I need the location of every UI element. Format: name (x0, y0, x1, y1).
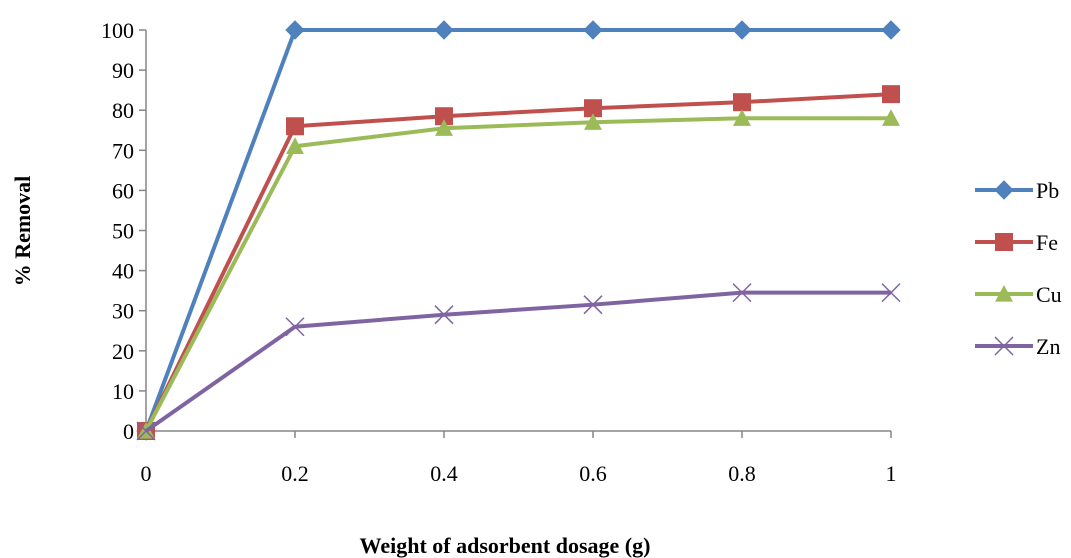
x-tick-label: 0.2 (281, 461, 309, 486)
data-point-cu (286, 137, 304, 154)
y-tick-label: 50 (112, 219, 134, 244)
data-point-zn (881, 283, 901, 303)
series-cu (137, 109, 900, 439)
y-tick-label: 10 (112, 379, 134, 404)
y-tick-label: 70 (112, 138, 134, 163)
y-tick-label: 80 (112, 98, 134, 123)
data-point-pb (434, 20, 454, 40)
data-point-pb (583, 20, 603, 40)
legend-marker-fe (995, 233, 1013, 251)
data-point-cu (733, 109, 751, 126)
data-point-fe (286, 117, 304, 136)
x-axis-ticks: 0 0.2 0.4 0.6 0.8 1 (141, 431, 897, 486)
data-point-zn (732, 283, 752, 303)
series-line-zn (144, 290, 891, 433)
legend-label-cu: Cu (1036, 282, 1062, 307)
data-point-fe (435, 107, 453, 126)
legend-item-cu: Cu (975, 282, 1062, 307)
data-point-cu (435, 119, 453, 136)
legend-label-fe: Fe (1036, 230, 1058, 255)
series-fe (137, 85, 900, 440)
series-line-cu (144, 116, 891, 432)
data-point-pb (732, 20, 752, 40)
legend-item-fe: Fe (975, 230, 1058, 255)
data-point-zn (434, 305, 454, 325)
data-point-fe (882, 85, 900, 104)
series-layer (136, 20, 901, 441)
y-axis-title: % Removal (10, 176, 35, 287)
legend-item-zn: Zn (975, 334, 1060, 359)
legend-label-pb: Pb (1036, 178, 1059, 203)
legend-marker-pb (994, 180, 1014, 200)
legend-marker-cu (995, 285, 1013, 302)
data-point-pb (285, 20, 305, 40)
y-axis-ticks: 0 10 20 30 40 50 60 70 80 90 100 (101, 18, 146, 444)
data-point-cu (882, 109, 900, 126)
legend-item-pb: Pb (975, 178, 1059, 203)
y-tick-label: 20 (112, 339, 134, 364)
series-line-fe (144, 92, 892, 432)
data-point-fe (584, 99, 602, 118)
data-point-zn (583, 295, 603, 315)
data-point-zn (136, 421, 156, 441)
legend: Pb Fe Cu Zn (975, 178, 1062, 359)
y-tick-label: 40 (112, 259, 134, 284)
data-point-zn (285, 317, 305, 337)
data-point-fe (733, 93, 751, 112)
y-tick-label: 0 (123, 419, 134, 444)
x-tick-label: 0.4 (430, 461, 458, 486)
y-tick-label: 100 (101, 18, 134, 43)
x-tick-label: 0 (141, 461, 152, 486)
x-tick-label: 0.6 (579, 461, 607, 486)
data-point-pb (881, 20, 901, 40)
y-tick-label: 30 (112, 299, 134, 324)
data-point-cu (584, 113, 602, 130)
x-tick-label: 0.8 (728, 461, 756, 486)
series-line-pb (144, 28, 891, 432)
legend-marker-zn (994, 336, 1014, 356)
y-tick-label: 60 (112, 178, 134, 203)
axes (145, 30, 891, 432)
y-tick-label: 90 (112, 58, 134, 83)
series-zn (136, 283, 901, 441)
x-tick-label: 1 (886, 461, 897, 486)
x-axis-title: Weight of adsorbent dosage (g) (360, 533, 651, 558)
legend-label-zn: Zn (1036, 334, 1060, 359)
